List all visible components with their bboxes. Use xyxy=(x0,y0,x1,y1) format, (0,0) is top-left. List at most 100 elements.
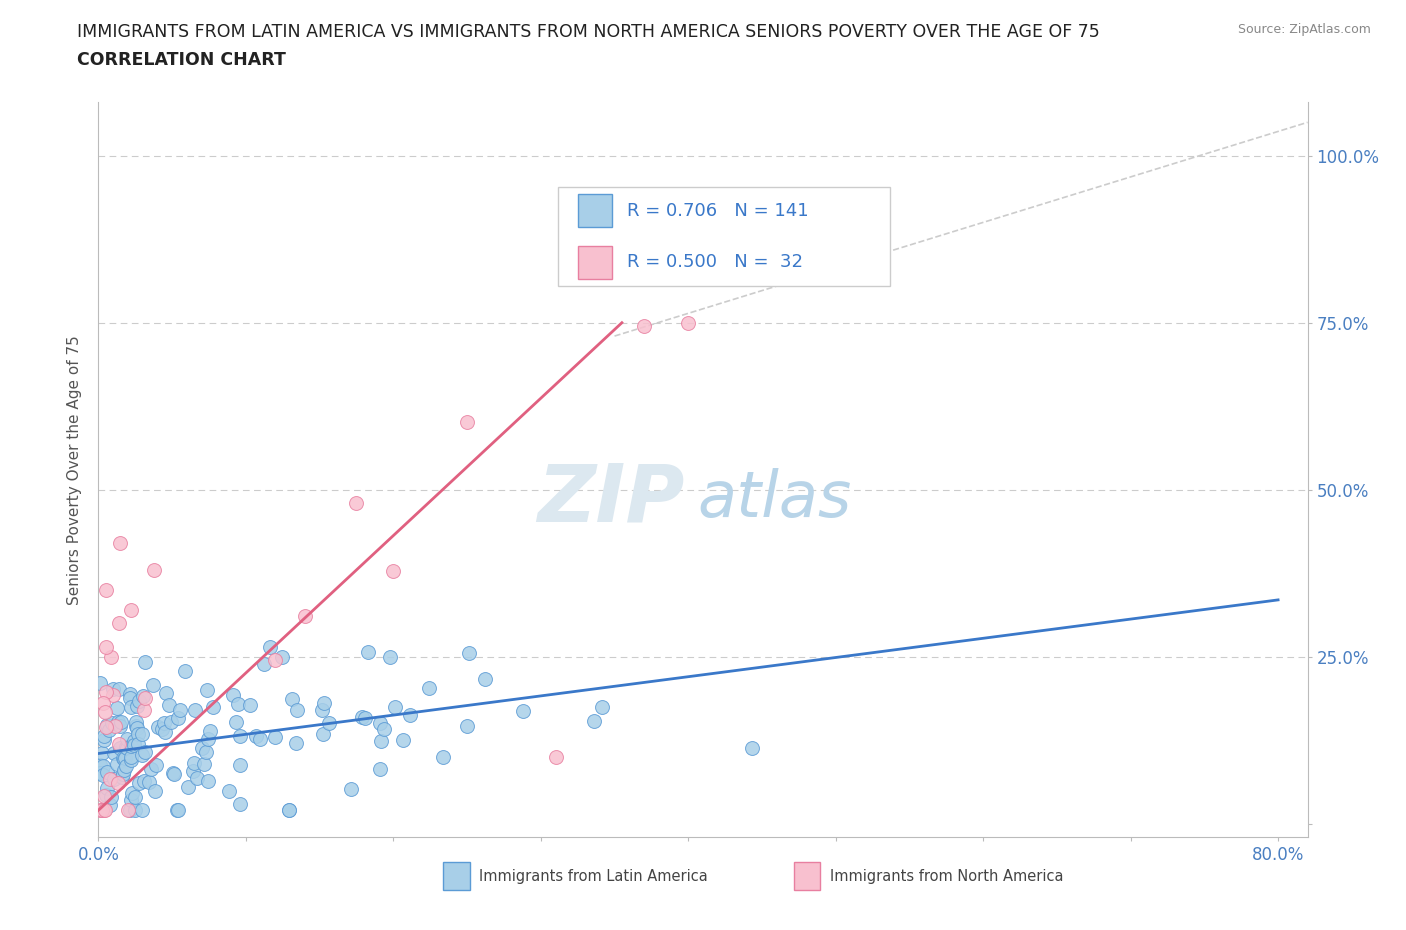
Point xyxy=(456,414,478,429)
Point xyxy=(122,734,145,749)
Point xyxy=(222,687,245,702)
Point xyxy=(107,616,129,631)
Point xyxy=(112,763,135,777)
Text: R = 0.706   N = 141: R = 0.706 N = 141 xyxy=(627,202,808,220)
Point xyxy=(432,751,454,765)
Point xyxy=(195,683,218,698)
Point xyxy=(115,740,138,755)
Point xyxy=(177,779,200,794)
Point xyxy=(218,783,240,798)
Point xyxy=(89,757,111,772)
Text: IMMIGRANTS FROM LATIN AMERICA VS IMMIGRANTS FROM NORTH AMERICA SENIORS POVERTY O: IMMIGRANTS FROM LATIN AMERICA VS IMMIGRA… xyxy=(77,23,1099,41)
Point xyxy=(399,708,422,723)
Point xyxy=(741,740,763,755)
Point xyxy=(132,689,155,704)
Point xyxy=(259,640,281,655)
Point xyxy=(249,731,271,746)
Point xyxy=(89,765,111,780)
Point xyxy=(127,726,149,741)
Y-axis label: Seniors Poverty Over the Age of 75: Seniors Poverty Over the Age of 75 xyxy=(66,335,82,604)
Point xyxy=(110,769,132,784)
Point xyxy=(94,803,117,817)
FancyBboxPatch shape xyxy=(558,187,890,286)
Text: CORRELATION CHART: CORRELATION CHART xyxy=(77,51,287,69)
Point xyxy=(132,702,155,717)
Point xyxy=(418,681,440,696)
Text: Immigrants from Latin America: Immigrants from Latin America xyxy=(479,870,709,884)
Point xyxy=(100,790,122,804)
Point xyxy=(132,773,155,788)
Point xyxy=(155,685,177,700)
Point xyxy=(370,716,392,731)
Point xyxy=(114,759,136,774)
Point xyxy=(96,640,118,655)
Point xyxy=(120,700,142,715)
Point xyxy=(107,756,129,771)
Point xyxy=(143,783,166,798)
Point xyxy=(98,797,121,812)
Point xyxy=(125,714,148,729)
Point xyxy=(201,699,224,714)
Point xyxy=(120,739,142,754)
Point xyxy=(96,718,118,733)
Point xyxy=(141,678,163,693)
Point xyxy=(373,722,395,737)
Point xyxy=(392,733,415,748)
Point xyxy=(121,785,143,800)
Point xyxy=(370,734,392,749)
Point xyxy=(98,771,121,786)
Point xyxy=(101,715,124,730)
Point xyxy=(346,496,368,511)
Point xyxy=(166,803,188,817)
Point xyxy=(94,704,117,719)
Text: ZIP: ZIP xyxy=(537,460,685,538)
Point xyxy=(91,696,114,711)
Point xyxy=(103,687,125,702)
Point xyxy=(112,766,135,781)
Point xyxy=(456,718,478,733)
Point xyxy=(128,694,150,709)
Point xyxy=(115,731,138,746)
Point xyxy=(162,765,184,780)
Point xyxy=(131,747,153,762)
Text: R = 0.500   N =  32: R = 0.500 N = 32 xyxy=(627,254,803,272)
Point xyxy=(118,803,141,817)
Point xyxy=(190,740,212,755)
Point xyxy=(167,803,190,817)
Point xyxy=(103,719,125,734)
Point xyxy=(128,776,150,790)
Point xyxy=(226,697,249,711)
Point xyxy=(197,774,219,789)
Point xyxy=(134,655,156,670)
Point xyxy=(229,757,252,772)
Point xyxy=(94,720,117,735)
Point xyxy=(512,704,534,719)
Point xyxy=(103,746,125,761)
Point xyxy=(96,684,118,699)
Point xyxy=(93,789,115,804)
Point xyxy=(294,608,316,623)
Point xyxy=(633,318,655,333)
Point xyxy=(91,767,114,782)
Point xyxy=(277,803,299,817)
Point xyxy=(173,663,195,678)
Point xyxy=(122,737,145,752)
Point xyxy=(94,788,117,803)
Point xyxy=(169,702,191,717)
Point xyxy=(134,690,156,705)
Point xyxy=(311,702,333,717)
Point xyxy=(357,644,380,659)
Point xyxy=(160,714,183,729)
Point xyxy=(91,759,114,774)
Point xyxy=(229,797,252,812)
Point xyxy=(239,698,262,712)
Point xyxy=(253,657,276,671)
Point xyxy=(101,682,124,697)
Point xyxy=(89,676,111,691)
Bar xyxy=(793,862,820,890)
Point xyxy=(141,762,163,777)
Point xyxy=(105,700,128,715)
Point xyxy=(93,733,115,748)
Point xyxy=(591,699,613,714)
Point xyxy=(93,728,115,743)
